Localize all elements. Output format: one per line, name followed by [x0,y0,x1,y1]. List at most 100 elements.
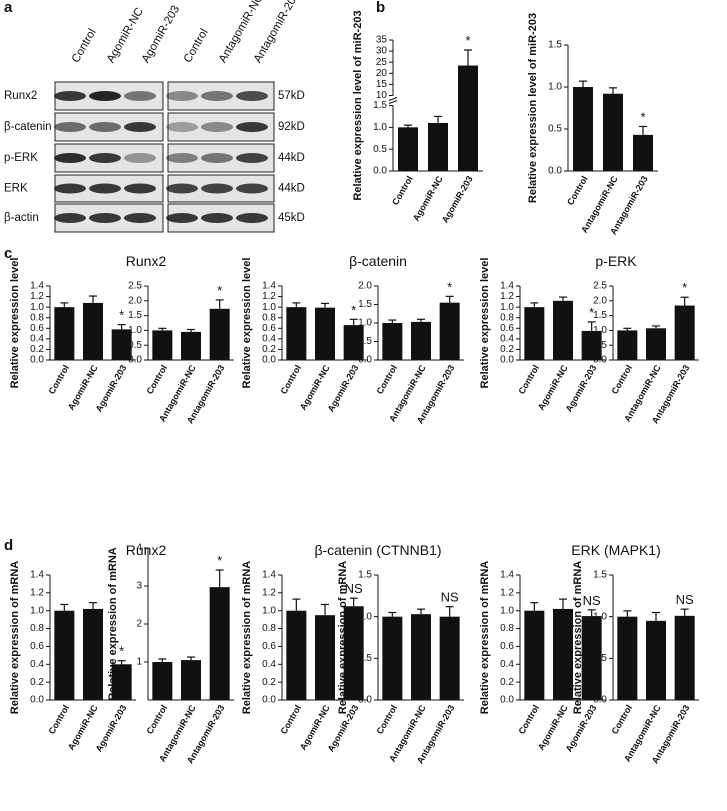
bar [54,307,75,360]
y-axis-label: Relative expression of mRNA [337,561,349,714]
y-tick-label: 2 [136,619,142,630]
bar [428,122,448,171]
y-tick-label: 0.8 [30,312,44,323]
significance-note: * [119,644,124,659]
y-tick-label: 1.2 [500,291,514,302]
y-axis-label: Relative expression level [479,258,491,389]
y-tick-label: 0.0 [358,355,372,366]
bar [524,610,545,700]
y-tick-label: 1.5 [358,299,372,310]
y-tick-label: 0.8 [262,312,276,323]
bar [286,307,307,360]
y-tick-label: 0.0 [262,695,276,706]
bar [398,127,418,171]
y-axis-label: Relative expression level of miR-203 [352,10,364,200]
y-tick-label: 2.0 [128,295,142,306]
chart-title: Runx2 [126,253,167,269]
y-tick-label: 0.6 [262,641,276,652]
bar [646,328,666,360]
y-tick-label: 35 [376,35,388,46]
bar [646,620,666,700]
significance-note: NS [441,590,459,605]
y-tick-label: 0.4 [262,333,276,344]
bar [633,134,653,171]
band [201,91,233,101]
band [54,213,86,223]
y-tick-label: 0.6 [500,641,514,652]
y-tick-label: 0.0 [500,695,514,706]
y-tick-label: 4 [136,543,142,554]
bar [617,330,638,360]
significance-note: * [217,283,222,298]
band [201,153,233,163]
y-tick-label: 20 [376,68,388,79]
protein-label: ERK [4,183,28,195]
bar [603,93,623,171]
y-tick-label: 0.8 [500,623,514,634]
y-tick-label: 1.2 [500,587,514,598]
y-tick-label: 1.5 [593,570,607,581]
y-tick-label: 0.0 [593,695,607,706]
band [89,183,121,194]
y-tick-label: 0.0 [500,355,514,366]
y-tick-label: 0.4 [262,659,276,670]
y-tick-label: 1.0 [373,122,387,133]
panel-label: c [4,245,12,262]
bar [152,330,173,360]
bar [315,615,335,700]
bar [209,587,230,700]
band [166,91,198,101]
y-axis-label: Relative expression level [241,258,253,389]
y-tick-label: 1.0 [548,82,562,93]
y-tick-label: 0.0 [30,695,44,706]
band [166,183,198,194]
significance-note: * [217,553,222,568]
y-tick-label: 0.5 [548,124,562,135]
y-tick-label: 1.0 [262,302,276,313]
y-tick-label: 0.5 [373,144,387,155]
y-tick-label: 0.8 [500,312,514,323]
size-label: 44kD [278,183,305,195]
y-tick-label: 0.2 [30,344,44,355]
band [166,122,198,132]
bar [181,660,201,700]
y-tick-label: 1.4 [500,281,514,292]
band [124,91,156,101]
size-label: 57kD [278,90,305,102]
y-tick-label: 1.5 [548,40,562,51]
bar [674,305,695,360]
bar [581,330,602,360]
bar [54,610,75,700]
y-tick-label: 2.5 [593,281,607,292]
y-tick-label: 0.2 [262,344,276,355]
bar [524,307,545,360]
significance-note: * [351,302,356,317]
bar [343,606,364,700]
y-tick-label: 1.0 [262,605,276,616]
bar [439,616,460,700]
protein-label: β-actin [4,212,39,224]
panel-label: a [4,0,13,16]
band [124,183,156,194]
y-tick-label: 0.4 [500,659,514,670]
band [166,213,198,223]
chart-title: Runx2 [126,542,167,558]
band [54,153,86,163]
bar [152,662,173,700]
y-tick-label: 1.0 [358,611,372,622]
bar [617,616,638,700]
y-tick-label: 1.5 [593,310,607,321]
bar [111,329,132,360]
y-tick-label: 1.0 [30,302,44,313]
y-tick-label: 2.5 [128,281,142,292]
y-tick-label: 1.4 [262,570,276,581]
bar [181,331,201,360]
y-tick-label: 2.0 [593,295,607,306]
axis-break [388,97,398,101]
band [89,91,121,101]
y-tick-label: 0.6 [30,323,44,334]
band [89,213,121,223]
significance-note: NS [583,593,601,608]
bar [581,616,602,700]
significance-note: * [640,109,645,124]
